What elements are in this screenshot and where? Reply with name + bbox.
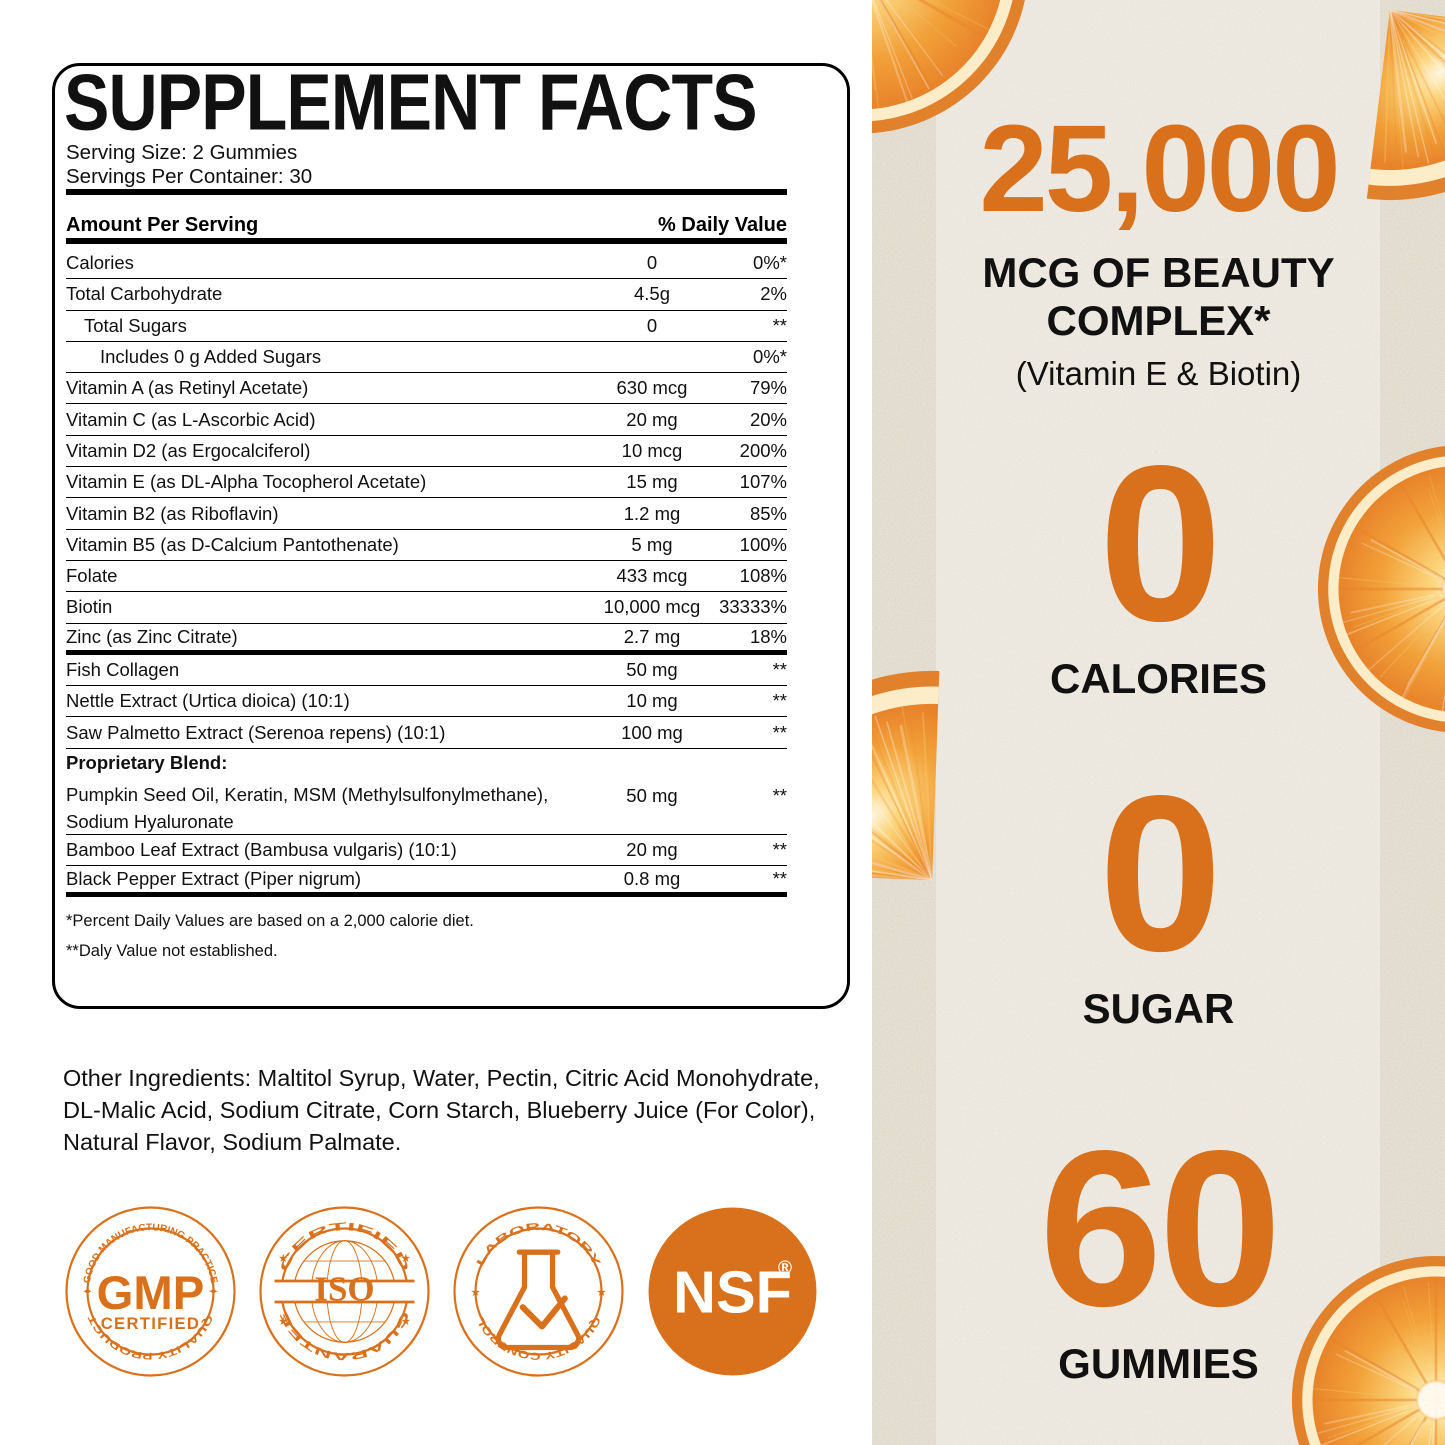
svg-text:ISO: ISO <box>314 1269 374 1308</box>
svg-text:★: ★ <box>278 1253 288 1265</box>
svg-text:CERTIFIED: CERTIFIED <box>101 1314 200 1333</box>
svg-text:CERTIFIED: CERTIFIED <box>278 1221 412 1274</box>
svg-text:★: ★ <box>596 1287 606 1299</box>
svg-text:NSF: NSF <box>673 1259 792 1326</box>
svg-text:®: ® <box>778 1258 792 1279</box>
svg-text:✦: ✦ <box>82 1284 93 1299</box>
svg-text:★: ★ <box>401 1253 411 1265</box>
svg-text:✦: ✦ <box>208 1284 219 1299</box>
svg-text:GUARANTEE: GUARANTEE <box>278 1309 412 1362</box>
svg-text:GMP: GMP <box>97 1267 205 1320</box>
svg-text:LABORATORY: LABORATORY <box>475 1222 602 1269</box>
svg-text:★: ★ <box>470 1287 480 1299</box>
svg-text:★: ★ <box>401 1316 411 1328</box>
svg-text:★: ★ <box>278 1316 288 1328</box>
